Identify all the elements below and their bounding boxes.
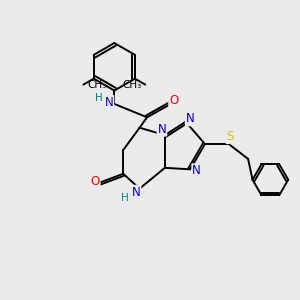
Text: CH₃: CH₃: [122, 80, 141, 90]
Text: O: O: [169, 94, 178, 107]
Text: N: N: [132, 186, 140, 199]
Text: CH₃: CH₃: [87, 80, 106, 90]
Text: O: O: [90, 175, 100, 188]
Text: S: S: [226, 130, 234, 143]
Text: H: H: [95, 93, 103, 103]
Text: N: N: [192, 164, 201, 177]
Text: H: H: [121, 193, 129, 202]
Text: N: N: [186, 112, 194, 125]
Text: N: N: [158, 123, 166, 136]
Text: N: N: [105, 96, 113, 109]
